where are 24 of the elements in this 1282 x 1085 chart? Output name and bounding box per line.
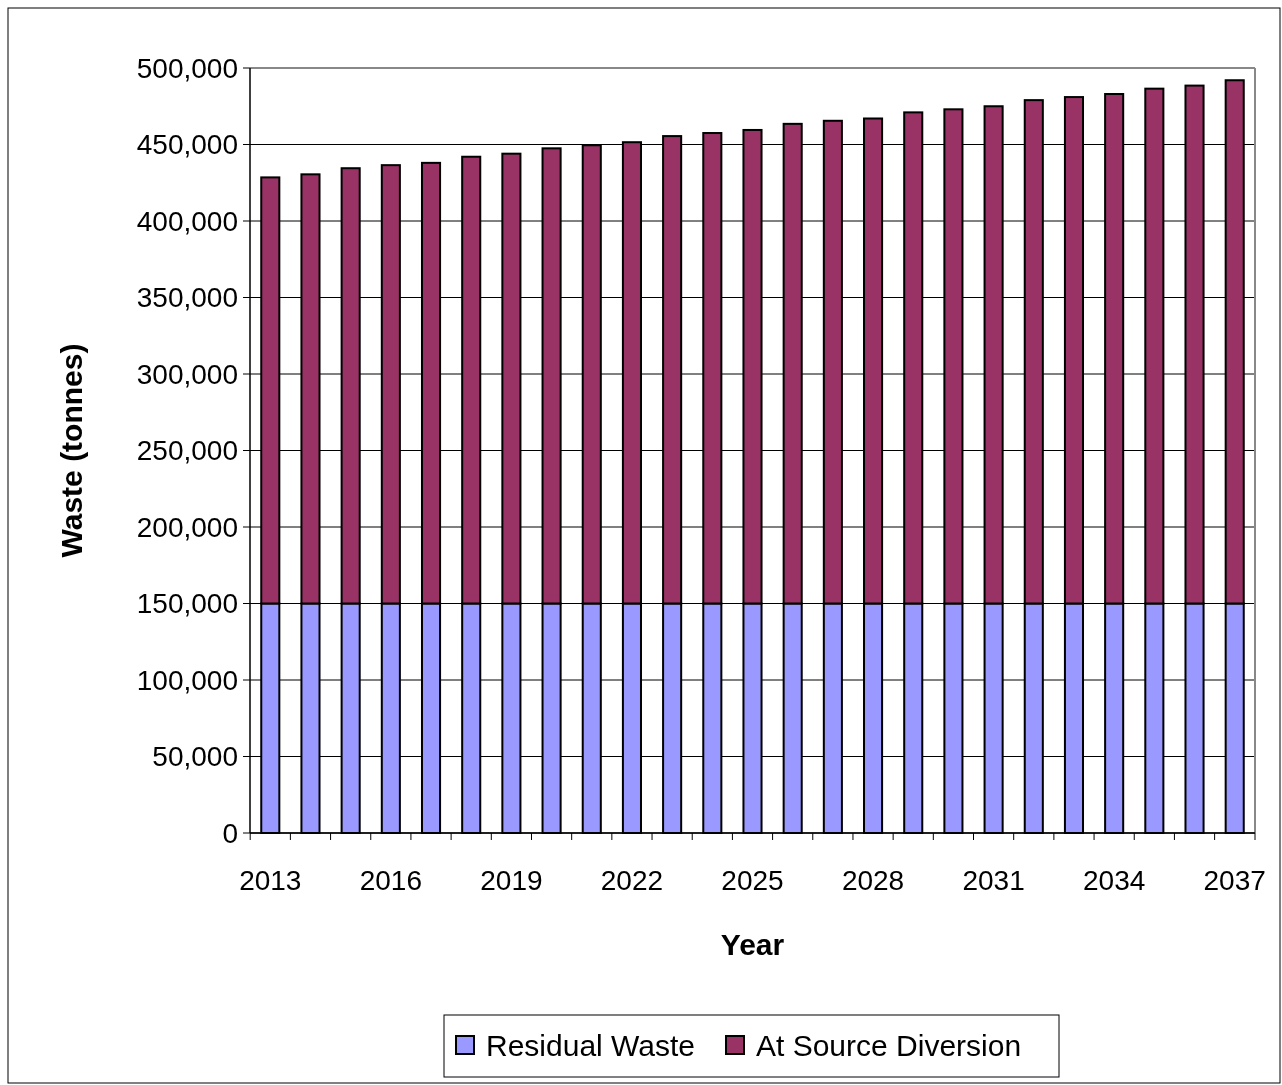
y-tick-label: 400,000: [136, 205, 238, 237]
y-tick-label: 100,000: [136, 664, 238, 696]
x-tick-label: 2019: [480, 865, 543, 896]
y-axis-title: Waste (tonnes): [55, 343, 88, 558]
legend-label: At Source Diversion: [756, 1028, 1022, 1062]
x-tick-label: 2031: [962, 865, 1025, 896]
x-tick-label: 2013: [239, 865, 302, 896]
legend-label: Residual Waste: [486, 1028, 695, 1062]
y-tick-label: 250,000: [136, 435, 238, 467]
x-tick-label: 2016: [359, 865, 422, 896]
x-tick-label: 2034: [1083, 865, 1146, 896]
y-tick-label: 200,000: [136, 511, 238, 543]
x-axis-title: Year: [720, 928, 785, 961]
y-tick-label: 150,000: [136, 588, 238, 620]
y-tick-label: 300,000: [136, 358, 238, 390]
y-tick-label: 350,000: [136, 282, 238, 314]
x-tick-label: 2037: [1203, 865, 1266, 896]
y-tick-label: 450,000: [136, 129, 238, 161]
x-tick-label: 2028: [841, 865, 905, 896]
x-tick-label: 2025: [721, 865, 784, 896]
x-tick-label: 2022: [600, 865, 664, 896]
y-tick-label: 50,000: [152, 741, 238, 773]
y-tick-label: 500,000: [136, 52, 238, 84]
y-tick-label: 0: [222, 817, 238, 849]
